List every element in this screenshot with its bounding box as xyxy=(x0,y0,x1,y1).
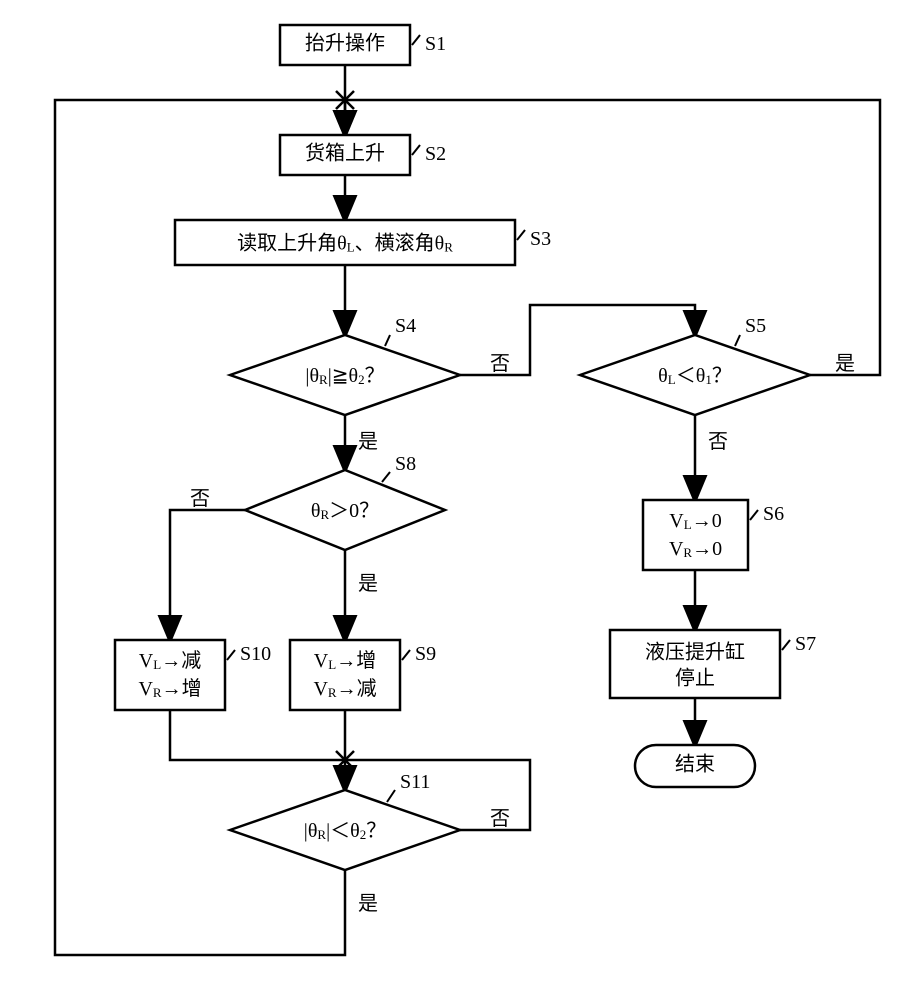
step-lead xyxy=(750,510,758,520)
svg-text:读取上升角θL、横滚角θR: 读取上升角θL、横滚角θR xyxy=(237,231,453,254)
step-lead xyxy=(387,790,395,802)
step-label: S3 xyxy=(530,228,551,250)
edge-label: 是 xyxy=(358,893,378,915)
edge-label: 否 xyxy=(490,808,510,830)
edge-label: 否 xyxy=(490,353,510,375)
svg-text:VL→0: VL→0 xyxy=(669,510,721,532)
step-lead xyxy=(412,145,420,155)
step-lead xyxy=(782,640,790,650)
step-label: S4 xyxy=(395,315,416,337)
node-s2: 货箱上升 xyxy=(280,135,410,175)
step-label: S7 xyxy=(795,633,816,655)
node-s6: VL→0 VR→0 xyxy=(643,500,748,570)
svg-text:VR→增: VR→增 xyxy=(138,677,201,700)
svg-text:液压提升缸: 液压提升缸 xyxy=(645,641,745,664)
step-lead xyxy=(402,650,410,660)
step-lead xyxy=(412,35,420,45)
svg-text:VL→减: VL→减 xyxy=(139,649,201,672)
step-lead xyxy=(385,335,390,346)
step-lead xyxy=(227,650,235,660)
step-lead xyxy=(517,230,525,240)
edge-label: 是 xyxy=(358,573,378,595)
step-label: S2 xyxy=(425,143,446,165)
step-label: S6 xyxy=(763,503,784,525)
svg-text:停止: 停止 xyxy=(675,667,715,690)
svg-text:VR→减: VR→减 xyxy=(313,677,376,700)
edge-label: 是 xyxy=(358,431,378,453)
flowchart: 抬升操作货箱上升读取上升角θL、横滚角θR |θR|≧θ2？ θL＜θ1？ θR＞0？… xyxy=(0,0,920,1000)
svg-text:|θR|＜θ2？: |θR|＜θ2？ xyxy=(304,820,386,842)
step-label: S5 xyxy=(745,315,766,337)
node-s11: |θR|＜θ2？ xyxy=(230,790,460,870)
step-label: S9 xyxy=(415,643,436,665)
step-label: S1 xyxy=(425,33,446,55)
node-s3: 读取上升角θL、横滚角θR xyxy=(175,220,515,265)
svg-text:|θR|≧θ2？: |θR|≧θ2？ xyxy=(305,365,384,387)
step-lead xyxy=(382,472,390,482)
svg-text:VL→增: VL→增 xyxy=(314,649,376,672)
node-s4: |θR|≧θ2？ xyxy=(230,335,460,415)
edge xyxy=(170,510,245,640)
svg-text:VR→0: VR→0 xyxy=(669,538,722,560)
node-text: 结束 xyxy=(675,753,715,776)
node-s1: 抬升操作 xyxy=(280,25,410,65)
node-end: 结束 xyxy=(635,745,755,787)
node-s8: θR＞0？ xyxy=(245,470,445,550)
node-s5: θL＜θ1？ xyxy=(580,335,810,415)
node-text: 抬升操作 xyxy=(305,32,385,55)
step-lead xyxy=(735,335,740,346)
edge xyxy=(170,710,345,760)
node-s7: 液压提升缸停止 xyxy=(610,630,780,698)
edge-label: 否 xyxy=(190,488,210,510)
node-text: 货箱上升 xyxy=(305,142,385,165)
edge-label: 是 xyxy=(835,353,855,375)
step-label: S8 xyxy=(395,453,416,475)
node-s9: VL→增 VR→减 xyxy=(290,640,400,710)
node-s10: VL→减 VR→增 xyxy=(115,640,225,710)
step-label: S10 xyxy=(240,643,271,665)
step-label: S11 xyxy=(400,771,430,793)
edge-label: 否 xyxy=(708,431,728,453)
